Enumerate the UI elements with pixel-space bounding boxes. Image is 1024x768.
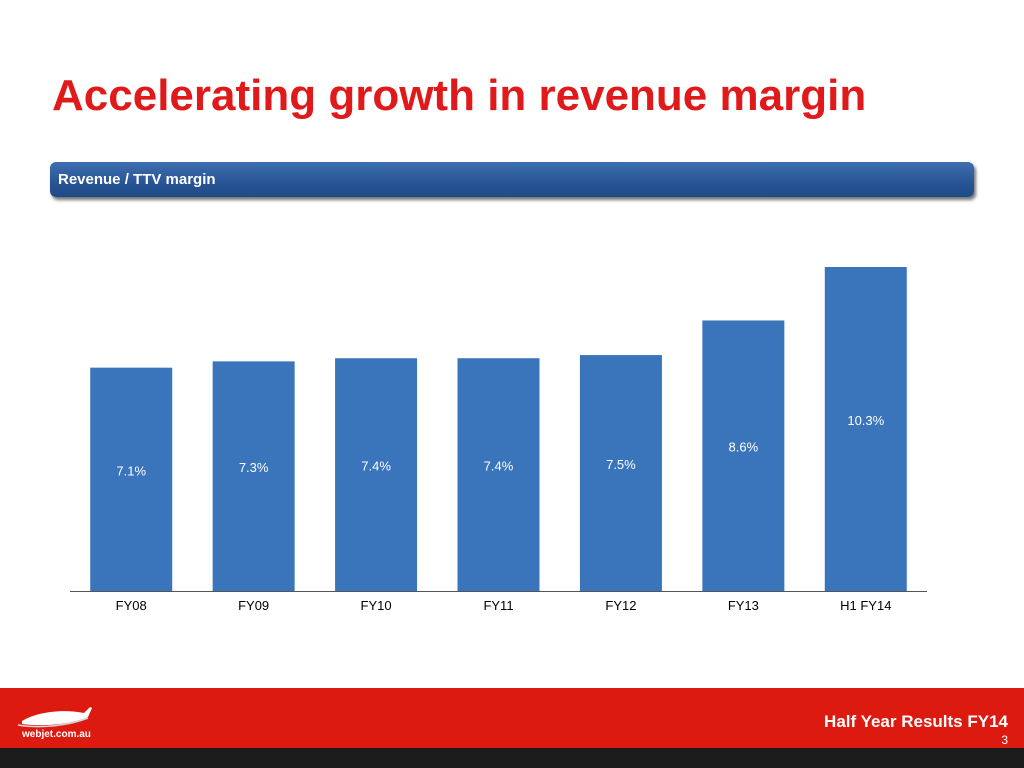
footer-title: Half Year Results FY14 <box>824 712 1008 731</box>
chart-header-label: Revenue / TTV margin <box>58 171 216 188</box>
bar-fy10 <box>335 358 418 591</box>
logo-text: webjet.com.au <box>22 729 91 740</box>
x-tick-label: FY11 <box>483 598 513 613</box>
x-tick-label: FY10 <box>361 598 392 613</box>
company-logo <box>8 694 98 746</box>
x-tick-label: H1 FY14 <box>840 598 891 613</box>
x-tick-label: FY08 <box>116 598 147 613</box>
data-label: 7.4% <box>484 459 514 474</box>
page-title: Accelerating growth in revenue margin <box>52 71 867 120</box>
data-label: 7.4% <box>361 459 391 474</box>
bar-fy12 <box>579 355 662 591</box>
data-label: 7.1% <box>116 463 146 478</box>
bar-fy09 <box>212 361 295 591</box>
data-label: 7.3% <box>239 460 269 475</box>
footer-bottom-bar <box>0 748 1024 768</box>
page-number: 3 <box>1001 733 1008 747</box>
bar-fy08 <box>90 367 173 591</box>
data-label: 10.3% <box>847 413 884 428</box>
x-tick-label: FY13 <box>728 598 759 613</box>
x-tick-label: FY12 <box>605 598 636 613</box>
footer-band <box>0 688 1024 748</box>
x-tick-label: FY09 <box>238 598 269 613</box>
bar-chart: 7.1% FY08 7.3% FY09 7.4% FY10 7.4% FY11 7.5% FY12… <box>70 267 927 613</box>
chart-header-banner: Revenue / TTV margin <box>50 162 974 197</box>
data-label: 8.6% <box>729 440 759 455</box>
data-label: 7.5% <box>606 457 636 472</box>
bar-fy11 <box>457 358 540 591</box>
airplane-icon <box>17 707 92 728</box>
bar-fy13 <box>702 320 785 591</box>
bar-h1-fy14 <box>824 267 907 591</box>
